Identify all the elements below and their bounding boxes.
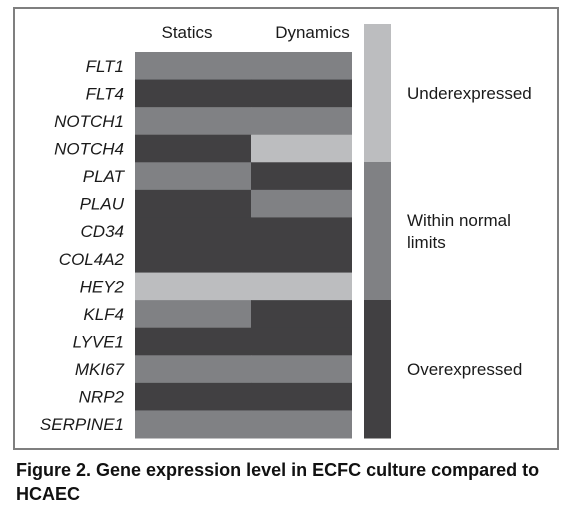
- heatmap-cell-notch1-dynamics: [251, 107, 352, 136]
- row-label-plat: PLAT: [83, 167, 126, 186]
- heatmap-cell-serpine1-dynamics: [251, 410, 352, 439]
- row-label-mki67: MKI67: [75, 360, 125, 379]
- heatmap-cell-serpine1-statics: [135, 410, 252, 439]
- legend-swatch-overexpressed: [364, 300, 391, 439]
- row-label-notch4: NOTCH4: [54, 140, 124, 159]
- heatmap-cell-nrp2-statics: [135, 382, 252, 411]
- legend-label-underexpressed: Underexpressed: [407, 84, 532, 103]
- legend-label-within-normal-limits-line-2: limits: [407, 233, 446, 252]
- figure-caption: Figure 2. Gene expression level in ECFC …: [16, 460, 540, 504]
- heatmap-cell-mki67-statics: [135, 355, 252, 384]
- legend-swatch-underexpressed: [364, 24, 391, 163]
- heatmap-chart: Statics Dynamics FLT1 FLT4 NOTCH1 NOTCH4 PLAT P…: [40, 23, 532, 439]
- heatmap-cell-klf4-dynamics: [251, 300, 352, 329]
- heatmap-cell-cd34-dynamics: [251, 217, 352, 246]
- heatmap-cell-flt4-statics: [135, 79, 252, 108]
- heatmap-cell-hey2-statics: [135, 272, 252, 301]
- heatmap-cell-flt1-dynamics: [251, 52, 352, 81]
- heatmap-cell-lyve1-statics: [135, 327, 252, 356]
- column-header-statics: Statics: [161, 23, 212, 42]
- heatmap-cell-flt4-dynamics: [251, 79, 352, 108]
- row-label-col4a2: COL4A2: [59, 250, 125, 269]
- heatmap-cell-notch1-statics: [135, 107, 252, 136]
- row-label-serpine1: SERPINE1: [40, 415, 124, 434]
- legend-label-overexpressed: Overexpressed: [407, 360, 522, 379]
- heatmap-cell-hey2-dynamics: [251, 272, 352, 301]
- row-label-lyve1: LYVE1: [73, 333, 124, 352]
- row-label-plau: PLAU: [80, 195, 125, 214]
- legend-swatch-within-normal-limits: [364, 162, 391, 301]
- legend-label-within-normal-limits-line-1: Within normal: [407, 211, 511, 230]
- row-label-flt1: FLT1: [86, 57, 124, 76]
- heatmap-cell-lyve1-dynamics: [251, 327, 352, 356]
- heatmap-cell-mki67-dynamics: [251, 355, 352, 384]
- column-header-dynamics: Dynamics: [275, 23, 350, 42]
- row-label-flt4: FLT4: [86, 84, 124, 103]
- heatmap-cell-plau-dynamics: [251, 189, 352, 218]
- heatmap-cell-flt1-statics: [135, 52, 252, 81]
- row-label-klf4: KLF4: [83, 305, 124, 324]
- heatmap-cell-notch4-dynamics: [251, 134, 352, 163]
- heatmap-cell-plau-statics: [135, 189, 252, 218]
- row-label-cd34: CD34: [81, 222, 124, 241]
- heatmap-cell-plat-dynamics: [251, 162, 352, 191]
- heatmap-cell-cd34-statics: [135, 217, 252, 246]
- heatmap-cell-col4a2-dynamics: [251, 245, 352, 274]
- heatmap-cell-notch4-statics: [135, 134, 252, 163]
- row-label-notch1: NOTCH1: [54, 112, 124, 131]
- row-label-nrp2: NRP2: [79, 388, 125, 407]
- heatmap-cell-col4a2-statics: [135, 245, 252, 274]
- row-label-hey2: HEY2: [80, 277, 125, 296]
- heatmap-cell-nrp2-dynamics: [251, 382, 352, 411]
- heatmap-cell-plat-statics: [135, 162, 252, 191]
- heatmap-cell-klf4-statics: [135, 300, 252, 329]
